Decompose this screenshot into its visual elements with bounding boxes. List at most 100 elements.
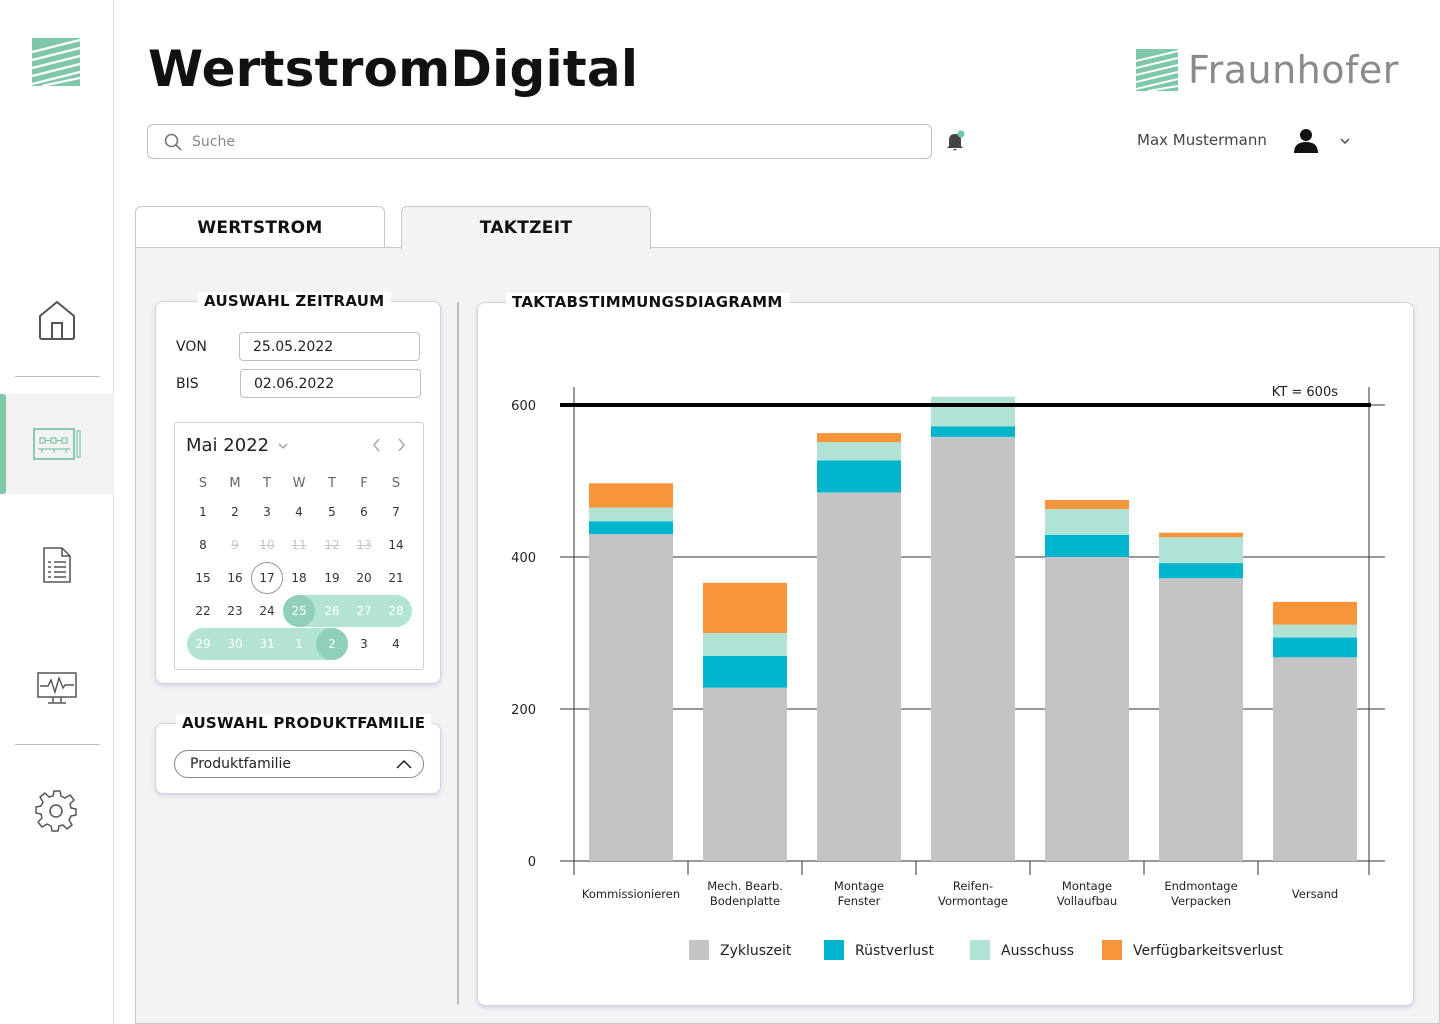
calendar-day[interactable]: 29 [195,637,211,651]
nav-report[interactable] [0,515,114,615]
product-family-title: AUSWAHL PRODUKTFAMILIE [176,714,432,732]
user-name: Max Mustermann [1137,131,1267,149]
tab-wertstrom[interactable]: WERTSTROM [135,206,385,248]
y-tick-label: 600 [511,399,536,414]
product-family-select[interactable]: Produktfamilie [174,750,424,778]
x-category-label: Vollaufbau [1057,894,1117,908]
bar-segment [817,492,901,861]
calendar-day[interactable]: 14 [388,538,404,552]
nav-value-stream[interactable] [0,394,114,494]
calendar-day[interactable]: 19 [324,571,340,585]
nav-settings[interactable] [0,760,114,860]
brand-name: Fraunhofer [1188,48,1399,92]
calendar-day[interactable]: 25 [283,595,315,627]
calendar-day[interactable]: 13 [356,538,372,552]
from-date-field[interactable]: 25.05.2022 [239,332,420,361]
calendar-day[interactable]: 2 [316,628,348,660]
bar-segment [589,483,673,508]
chevron-down-icon[interactable] [277,441,289,451]
chevron-left-icon[interactable] [370,437,384,453]
bar-segment [589,534,673,861]
legend-label: Verfügbarkeitsverlust [1133,943,1283,959]
calendar-weekday: S [391,475,401,491]
legend-label: Rüstverlust [855,943,934,959]
calendar-day[interactable]: 7 [392,505,400,519]
calendar-day[interactable]: 6 [360,505,368,519]
nav-separator [15,376,100,377]
calendar-day[interactable]: 3 [360,637,368,651]
sidebar [0,0,114,1024]
calendar-day[interactable]: 10 [259,538,275,552]
calendar-day[interactable]: 11 [291,538,307,552]
calendar-weekday: F [360,475,368,491]
x-category-label: Reifen- [953,879,993,893]
chevron-down-icon[interactable] [1338,134,1352,148]
bar-segment [931,426,1015,437]
home-icon [39,300,75,340]
calendar-day[interactable]: 20 [356,571,372,585]
takt-chart: 0 200 400 600 Kommissionieren Mech. Bearb.Bod… [511,385,1385,960]
calendar-day[interactable]: 1 [199,505,207,519]
calendar-day[interactable]: 16 [227,571,243,585]
calendar-day[interactable]: 22 [195,604,211,618]
calendar-day[interactable]: 30 [227,637,243,651]
bar-segment [589,521,673,535]
calendar-day[interactable]: 4 [392,637,400,651]
bar-segment [1159,537,1243,564]
calendar-weekday: T [263,475,271,491]
calendar-day[interactable]: 3 [263,505,271,519]
product-family-value: Produktfamilie [190,756,291,772]
bar-segment [703,633,787,656]
search-bar[interactable] [147,124,932,159]
calendar-day[interactable]: 18 [291,571,307,585]
calendar-weekday: S [198,475,208,491]
nav-home[interactable] [0,270,114,370]
x-category-label: Vormontage [938,894,1008,908]
x-category-label: Versand [1292,887,1338,901]
calendar-day[interactable]: 28 [388,604,404,618]
user-avatar-icon[interactable] [1293,128,1319,154]
chevron-right-icon[interactable] [394,437,408,453]
bar-segment [1273,637,1357,658]
calendar-day[interactable]: 4 [295,505,303,519]
calendar-day[interactable]: 12 [324,538,340,552]
legend-swatch [970,940,990,960]
calendar-day[interactable]: 21 [388,571,404,585]
brand-logo: Fraunhofer [1136,48,1399,92]
to-date-field[interactable]: 02.06.2022 [240,369,421,398]
calendar-day[interactable]: 2 [231,505,239,519]
calendar-day[interactable]: 9 [231,538,239,552]
calendar-day[interactable]: 24 [259,604,275,618]
calendar-day[interactable]: 31 [259,637,275,651]
calendar: Mai 2022 S M T W T F S 1 2 3 4 5 6 7 8 9 10 11 12 13 14 15 16 1… [174,422,424,670]
chart-title: TAKTABSTIMMUNGSDIAGRAMM [506,293,789,311]
bar-segment [703,687,787,861]
calendar-day[interactable]: 23 [227,604,243,618]
calendar-day[interactable]: 17 [251,562,283,594]
bar-segment [1159,532,1243,538]
calendar-day[interactable]: 1 [295,637,303,651]
calendar-day[interactable]: 15 [195,571,211,585]
calendar-day[interactable]: 27 [356,604,372,618]
nav-monitor[interactable] [0,638,114,738]
takt-reference-label: KT = 600s [1272,385,1338,400]
y-tick-label: 400 [511,551,536,566]
notification-bell-icon[interactable] [946,130,966,152]
app-logo-icon [32,38,80,86]
y-tick-label: 0 [528,855,536,870]
x-category-label: Montage [834,879,884,893]
bar-segment [1045,534,1129,557]
search-input[interactable] [192,133,892,150]
legend-label: Zykluszeit [720,943,792,959]
y-tick-label: 200 [511,703,536,718]
calendar-day[interactable]: 26 [324,604,340,618]
bar-segment [1045,509,1129,535]
calendar-day[interactable]: 8 [199,538,207,552]
calendar-month[interactable]: Mai 2022 [186,435,270,456]
legend-swatch [824,940,844,960]
product-family-panel: AUSWAHL PRODUKTFAMILIE Produktfamilie [155,714,441,794]
calendar-day[interactable]: 5 [328,505,336,519]
report-list-icon [43,547,71,583]
x-category-label: Fenster [838,894,881,908]
tab-taktzeit[interactable]: TAKTZEIT [401,206,651,249]
